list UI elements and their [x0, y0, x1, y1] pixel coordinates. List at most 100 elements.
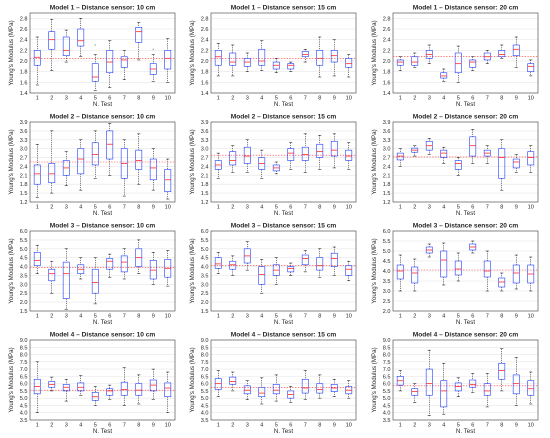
y-tick-label: 1.8 [20, 70, 28, 76]
panel-title: Model 4 – Distance sensor: 20 cm [413, 332, 519, 339]
x-tick-label: 8 [137, 205, 140, 211]
y-tick-label: 1.2 [383, 200, 391, 206]
box-iqr [106, 50, 114, 74]
y-tick-label: 4.0 [20, 265, 28, 271]
box-iqr [91, 268, 99, 294]
y-tick-label: 5.0 [201, 396, 209, 402]
x-tick-label: 10 [165, 423, 171, 429]
x-tick-label: 7 [486, 96, 489, 102]
y-tick-label: 2.0 [20, 59, 28, 65]
y-tick-label: 1.5 [201, 309, 209, 315]
x-axis-label: N. Test [456, 319, 475, 326]
x-tick-label: 8 [500, 314, 503, 320]
x-tick-label: 7 [304, 314, 307, 320]
axes-frame [392, 230, 539, 312]
y-axis-label: Young's Modulus (MPa) [8, 347, 15, 412]
x-tick-label: 1 [36, 96, 39, 102]
x-tick-label: 3 [246, 423, 249, 429]
y-tick-label: 2.0 [383, 309, 391, 315]
box-iqr [316, 257, 324, 271]
x-tick-label: 9 [515, 314, 518, 320]
y-tick-label: 3.3 [201, 138, 209, 144]
y-tick-label: 8.0 [383, 353, 391, 359]
y-tick-label: 2.4 [20, 38, 28, 44]
box-iqr [164, 169, 172, 192]
box-iqr [301, 378, 309, 394]
y-tick-label: 5.5 [383, 239, 391, 245]
x-tick-label: 1 [36, 205, 39, 211]
box-iqr [214, 50, 222, 66]
box-iqr [345, 265, 353, 276]
y-tick-label: 2.6 [383, 27, 391, 33]
box-iqr [106, 258, 114, 270]
x-tick-label: 1 [399, 205, 402, 211]
x-tick-label: 2 [50, 205, 53, 211]
y-tick-label: 3.0 [383, 147, 391, 153]
box-iqr [120, 56, 128, 68]
y-tick-label: 4.5 [201, 256, 209, 262]
y-tick-label: 4.0 [383, 411, 391, 417]
box-iqr [135, 149, 143, 170]
panel-title: Model 1 – Distance sensor: 20 cm [413, 5, 519, 12]
x-tick-label: 8 [318, 96, 321, 102]
panel-title: Model 3 – Distance sensor: 20 cm [413, 223, 519, 230]
box-iqr [229, 260, 237, 270]
x-tick-label: 5 [94, 423, 97, 429]
y-tick-label: 7.5 [20, 360, 28, 366]
x-axis-label: N. Test [93, 101, 112, 108]
x-tick-label: 4 [79, 205, 82, 211]
box-iqr [512, 374, 520, 395]
y-tick-label: 1.5 [201, 191, 209, 197]
x-tick-label: 8 [137, 314, 140, 320]
box-iqr [498, 148, 506, 179]
y-tick-label: 1.8 [201, 182, 209, 188]
y-tick-label: 3.5 [20, 418, 28, 424]
x-tick-label: 2 [231, 205, 234, 211]
y-axis-label: Young's Modulus (MPa) [8, 238, 15, 303]
box-iqr [396, 152, 404, 161]
y-tick-label: 6.5 [201, 374, 209, 380]
box-iqr [77, 28, 85, 47]
x-tick-label: 5 [94, 205, 97, 211]
box-iqr [440, 380, 448, 408]
x-tick-label: 1 [217, 314, 220, 320]
y-tick-label: 4.5 [20, 403, 28, 409]
x-tick-label: 10 [528, 205, 534, 211]
y-tick-label: 2.4 [201, 38, 209, 44]
y-tick-label: 2.7 [201, 156, 209, 162]
x-axis-label: N. Test [274, 428, 293, 435]
x-tick-label: 3 [65, 423, 68, 429]
x-tick-label: 7 [486, 423, 489, 429]
x-axis-label: N. Test [274, 101, 293, 108]
box-iqr [527, 380, 535, 396]
y-tick-label: 5.0 [383, 249, 391, 255]
y-tick-label: 3.9 [383, 120, 391, 126]
y-tick-label: 7.0 [201, 367, 209, 373]
x-tick-label: 9 [333, 314, 336, 320]
x-tick-label: 6 [108, 96, 111, 102]
x-tick-label: 4 [260, 96, 263, 102]
x-tick-label: 6 [289, 314, 292, 320]
y-tick-label: 2.0 [20, 300, 28, 306]
y-tick-label: 5.0 [383, 396, 391, 402]
box-iqr [77, 148, 85, 175]
y-tick-label: 2.6 [201, 27, 209, 33]
y-tick-label: 1.2 [201, 200, 209, 206]
box-iqr [301, 146, 309, 161]
x-tick-label: 7 [304, 423, 307, 429]
box-iqr [498, 50, 506, 58]
y-tick-label: 1.4 [20, 91, 28, 97]
box-iqr [483, 383, 491, 396]
axes-frame [29, 12, 176, 94]
x-tick-label: 3 [65, 205, 68, 211]
box-iqr [527, 63, 535, 72]
y-tick-label: 5.5 [201, 238, 209, 244]
y-tick-label: 8.0 [20, 353, 28, 359]
box-iqr [440, 250, 448, 278]
x-tick-label: 2 [50, 96, 53, 102]
y-axis-label: Young's Modulus (MPa) [189, 238, 196, 303]
y-tick-label: 2.7 [20, 156, 28, 162]
x-tick-label: 5 [457, 205, 460, 211]
x-tick-label: 6 [289, 205, 292, 211]
x-tick-label: 8 [318, 314, 321, 320]
